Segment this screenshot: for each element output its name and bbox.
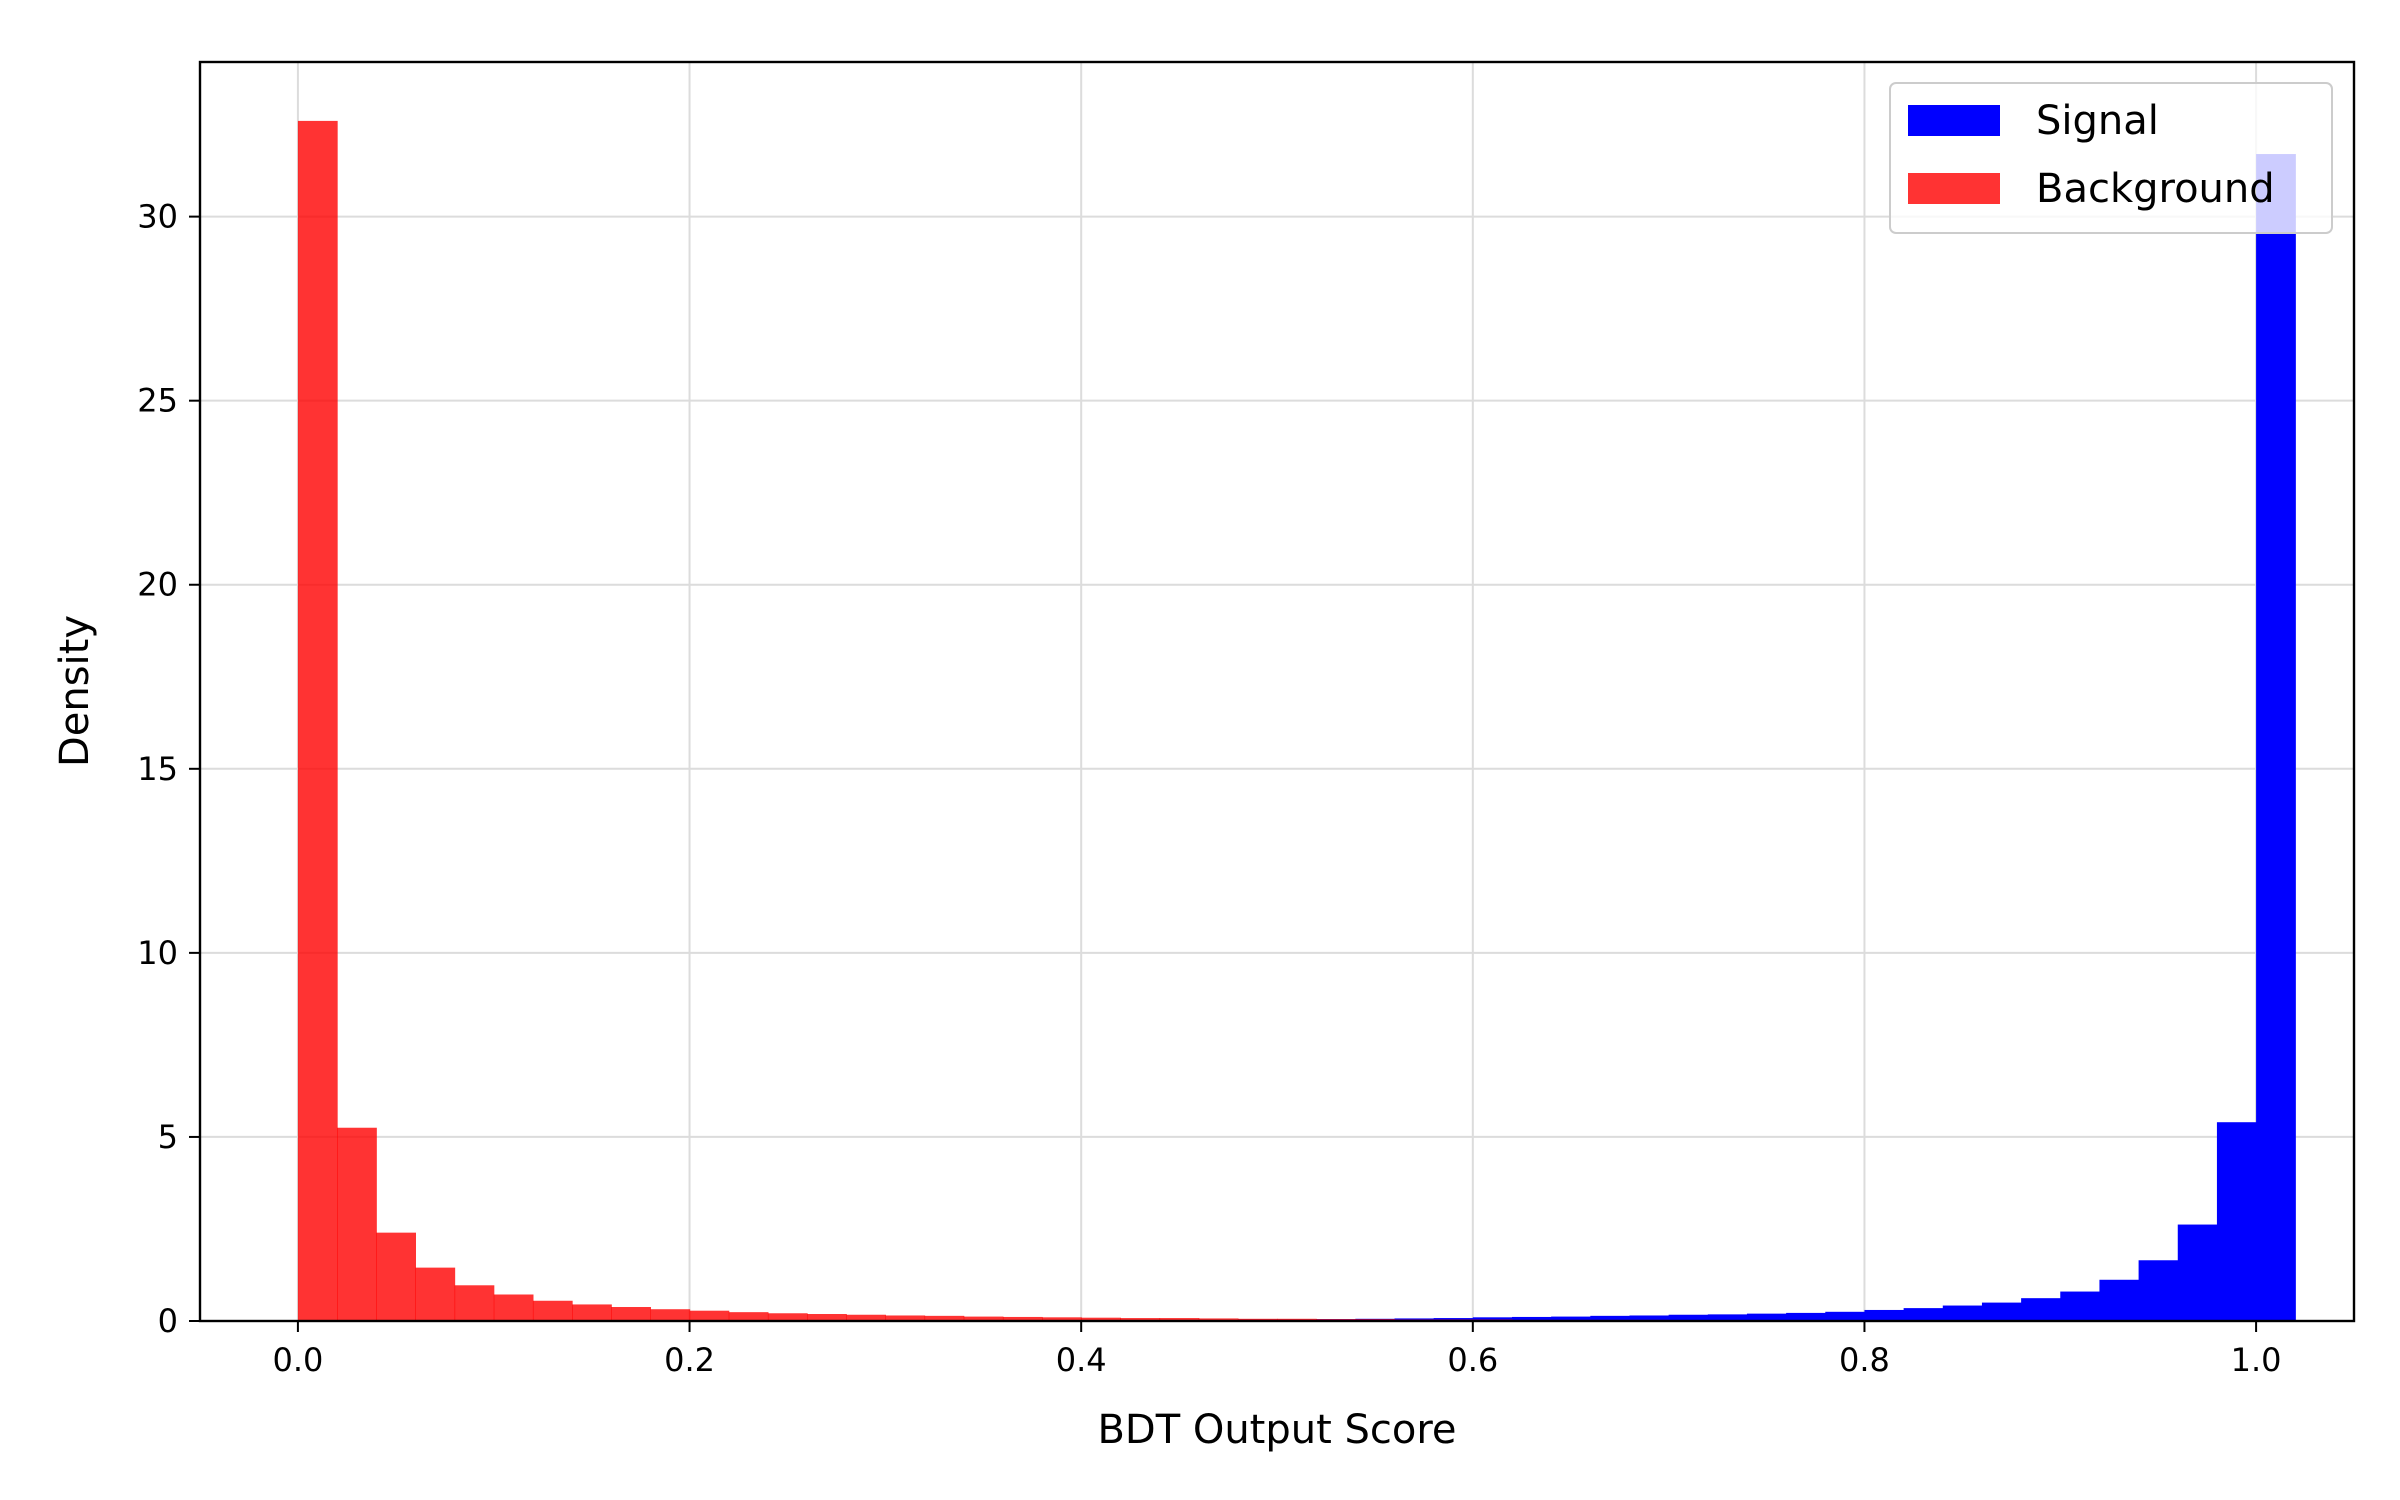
legend: Signal Background <box>1889 82 2333 234</box>
background-bar-4 <box>454 1285 495 1321</box>
legend-frame <box>1889 82 2333 234</box>
background-bar-23 <box>1198 1318 1239 1321</box>
background-bar-22 <box>1159 1318 1200 1321</box>
background-bar-12 <box>767 1313 808 1321</box>
background-bar-2 <box>376 1232 416 1321</box>
x-tick-label-5: 1.0 <box>2231 1341 2282 1379</box>
y-tick-label-3: 15 <box>137 750 178 788</box>
legend-swatch-signal <box>1908 105 2000 136</box>
signal-bar-35 <box>1668 1314 1709 1321</box>
signal-bar-36 <box>1707 1314 1748 1321</box>
signal-bar-44 <box>2021 1298 2061 1321</box>
signal-bar-46 <box>2099 1279 2140 1321</box>
background-bar-7 <box>572 1304 612 1321</box>
signal-bar-42 <box>1942 1305 1983 1321</box>
signal-bar-34 <box>1629 1315 1670 1321</box>
background-bar-21 <box>1120 1318 1161 1321</box>
series-background <box>297 120 2257 1321</box>
plot-area <box>200 62 2354 1321</box>
y-tick-label-0: 0 <box>158 1302 178 1340</box>
signal-bar-47 <box>2138 1260 2179 1321</box>
background-bar-3 <box>415 1267 456 1321</box>
background-bar-5 <box>493 1294 534 1321</box>
background-bar-8 <box>611 1307 651 1321</box>
y-axis-ticks: 0 5 10 15 20 25 30 <box>137 198 200 1340</box>
background-bar-14 <box>846 1314 886 1321</box>
signal-bar-45 <box>2060 1291 2101 1321</box>
background-bar-0 <box>297 120 338 1321</box>
signal-bar-49 <box>2216 1122 2257 1321</box>
y-tick-label-4: 20 <box>137 566 178 604</box>
signal-bar-41 <box>1903 1308 1944 1321</box>
background-bar-6 <box>532 1300 573 1321</box>
plot-frame <box>198 60 2356 1323</box>
signal-bar-43 <box>1981 1302 2022 1321</box>
background-bar-10 <box>689 1310 730 1321</box>
x-axis-ticks: 0.0 0.2 0.4 0.6 0.8 1.0 <box>272 1321 2282 1379</box>
y-axis-label: Density <box>52 615 98 767</box>
signal-bar-33 <box>1590 1315 1631 1321</box>
x-axis-label: BDT Output Score <box>1097 1407 1456 1453</box>
background-bar-20 <box>1081 1317 1121 1321</box>
background-bar-13 <box>807 1314 847 1321</box>
signal-bar-30 <box>1472 1317 1513 1321</box>
background-bar-1 <box>337 1127 377 1321</box>
x-tick-label-3: 0.6 <box>1447 1341 1498 1379</box>
background-bar-19 <box>1042 1317 1082 1321</box>
histogram-bars <box>297 120 2296 1321</box>
legend-label-signal: Signal <box>2036 98 2159 144</box>
signal-bar-37 <box>1746 1313 1787 1321</box>
y-tick-label-6: 30 <box>137 198 178 236</box>
signal-bar-48 <box>2177 1224 2218 1321</box>
background-bar-11 <box>728 1312 769 1321</box>
signal-bar-39 <box>1825 1311 1866 1321</box>
legend-swatch-background <box>1908 173 2000 204</box>
x-tick-label-4: 0.8 <box>1839 1341 1890 1379</box>
x-tick-label-1: 0.2 <box>664 1341 715 1379</box>
signal-bar-38 <box>1786 1312 1826 1321</box>
signal-bar-32 <box>1551 1316 1591 1321</box>
background-bar-17 <box>963 1316 1004 1321</box>
signal-bar-50 <box>2256 154 2296 1321</box>
background-bar-9 <box>650 1309 691 1321</box>
signal-bar-31 <box>1511 1316 1552 1321</box>
background-bar-18 <box>1002 1316 1043 1321</box>
x-tick-label-0: 0.0 <box>272 1341 323 1379</box>
x-tick-label-2: 0.4 <box>1056 1341 1107 1379</box>
signal-bar-40 <box>1864 1309 1905 1321</box>
background-bar-15 <box>885 1315 926 1321</box>
background-bar-16 <box>924 1315 965 1321</box>
y-tick-label-1: 5 <box>158 1118 178 1156</box>
legend-label-background: Background <box>2036 166 2275 212</box>
y-tick-label-5: 25 <box>137 382 178 420</box>
y-tick-label-2: 10 <box>137 934 178 972</box>
